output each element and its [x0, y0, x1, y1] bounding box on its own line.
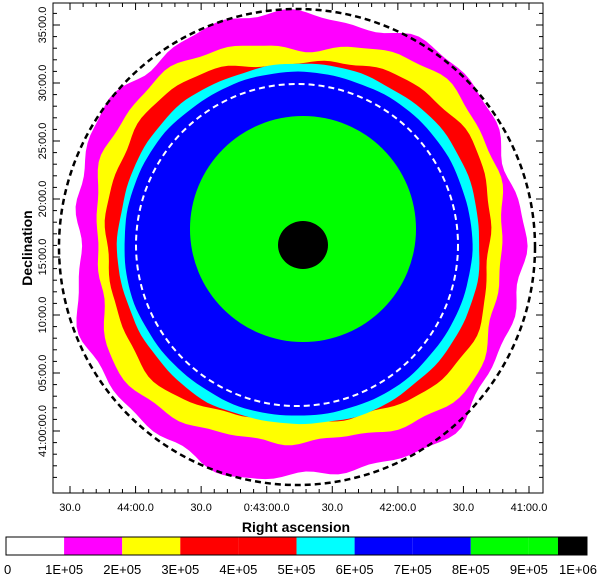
colorbar-bin [64, 537, 123, 555]
colorbar [5, 536, 588, 556]
inner-field-boundary [135, 83, 459, 407]
colorbar-labels: 0 1E+05 2E+05 3E+05 4E+05 5E+05 6E+05 7E+05 8E+0… [4, 562, 597, 577]
colorbar-bin [180, 537, 239, 555]
colorbar-bin [412, 537, 471, 555]
colorbar-frame [5, 536, 588, 556]
colorbar-bin [238, 537, 297, 555]
colorbar-tick-label: 9E+05 [510, 562, 548, 577]
colorbar-bin [296, 537, 355, 555]
x-tick-label: 42:00.0 [380, 502, 417, 514]
x-axis-ticks: 30.0 44:00.0 30.0 0:43:00.0 30.0 42:00.0 30.0 4… [59, 3, 547, 514]
y-axis-ticks: 41:00:00.0 05:00.0 10:00.0 15:00.0 20:00.0 25… [37, 7, 543, 478]
y-tick-label: 41:00:00.0 [37, 405, 49, 457]
y-tick-label: 05:00.0 [37, 355, 49, 392]
colorbar-bin [354, 537, 413, 555]
colorbar-bin [528, 537, 558, 555]
colorbar-tick-label: 7E+05 [394, 562, 432, 577]
y-tick-label: 30:00.0 [37, 65, 49, 102]
colorbar-tick-label: 3E+05 [161, 562, 199, 577]
colorbar-bin [122, 537, 181, 555]
y-tick-label: 20:00.0 [37, 181, 49, 218]
colorbar-tick-label: 5E+05 [278, 562, 316, 577]
colorbar-bin [470, 537, 529, 555]
x-tick-label: 41:00.0 [511, 502, 548, 514]
colorbar-tick-label: 2E+05 [103, 562, 141, 577]
y-tick-label: 25:00.0 [37, 123, 49, 160]
colorbar-tick-label: 6E+05 [336, 562, 374, 577]
colorbar-tick-label: 1E+06 [559, 562, 597, 577]
x-tick-label: 30.0 [322, 502, 343, 514]
y-tick-label: 10:00.0 [37, 297, 49, 334]
contour-black-core [278, 221, 328, 269]
colorbar-tick-label: 8E+05 [452, 562, 490, 577]
x-tick-label: 0:43:00.0 [244, 502, 290, 514]
contour-regions [75, 9, 528, 480]
y-axis-title: Declination [19, 210, 35, 285]
outer-field-boundary [57, 7, 537, 487]
colorbar-tick-label: 4E+05 [219, 562, 257, 577]
colorbar-bin [557, 537, 587, 555]
colorbar-bin [6, 537, 65, 555]
x-tick-label: 44:00.0 [117, 502, 154, 514]
colorbar-tick-label: 0 [4, 562, 11, 577]
x-tick-label: 30.0 [190, 502, 211, 514]
x-tick-label: 30.0 [59, 502, 80, 514]
colorbar-tick-label: 1E+05 [45, 562, 83, 577]
x-tick-label: 30.0 [453, 502, 474, 514]
y-tick-label: 15:00.0 [37, 239, 49, 276]
y-tick-label: 35:00.0 [37, 7, 49, 44]
x-axis-title: Right ascension [242, 519, 350, 535]
